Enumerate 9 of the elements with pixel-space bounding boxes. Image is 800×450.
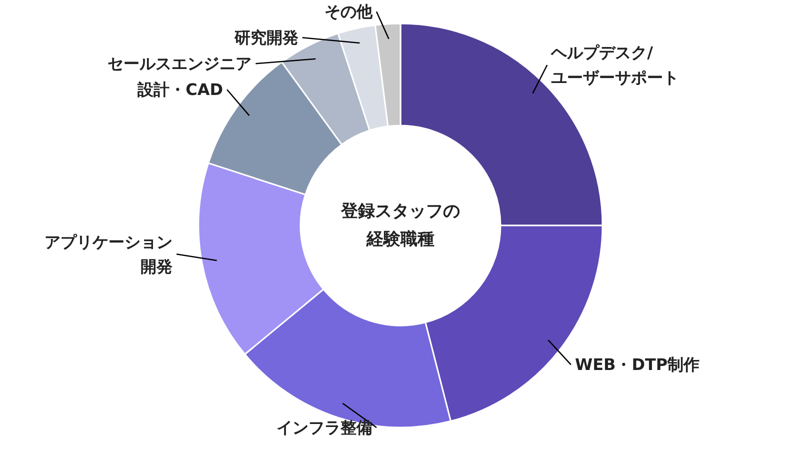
slice-label: インフラ整備 (276, 418, 372, 437)
slice-label: WEB・DTP制作 (574, 355, 700, 374)
slice-label: ヘルプデスク/ユーザーサポート (550, 43, 680, 87)
slice-label: 研究開発 (233, 28, 298, 48)
slice-label: セールスエンジニア (108, 54, 252, 74)
slice-label: その他 (324, 2, 374, 22)
slice-label: 設計・CAD (136, 80, 224, 100)
slice-label: アプリケーション開発 (44, 232, 173, 276)
text: 登録スタッフの経験職種 (340, 202, 460, 250)
